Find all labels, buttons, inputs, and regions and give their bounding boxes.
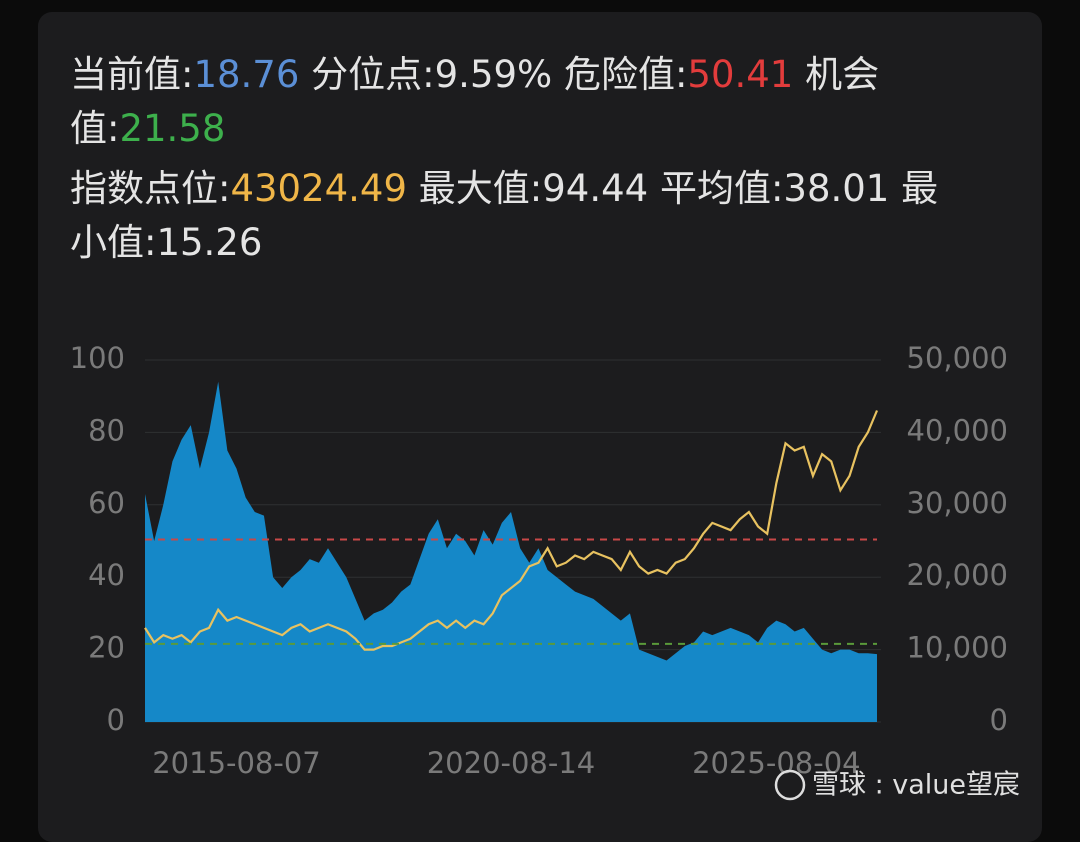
y2-tick-label: 40,000	[907, 413, 1008, 447]
info-value: 38.01	[783, 167, 890, 210]
info-value: 15.26	[156, 221, 263, 264]
info-label: 指数点位:	[70, 167, 231, 210]
y2-tick-label: 30,000	[907, 486, 1008, 520]
chart: 0 20 40 60 80 100 0 10,000 20,000 30,000 40,000 50,…	[70, 341, 1020, 801]
y-tick-label: 20	[88, 631, 125, 665]
info-value: 18.76	[193, 53, 300, 96]
y-tick-label: 40	[88, 558, 125, 592]
y2-tick-label: 10,000	[907, 631, 1008, 665]
info-label: 分位点:	[311, 53, 435, 96]
info-value: 43024.49	[230, 167, 408, 210]
info-label: 平均值:	[659, 167, 784, 210]
info-label: 最大值:	[418, 167, 543, 210]
logo-icon	[774, 769, 806, 801]
info-row: 当前值:18.76 分位点:9.59% 危险值:50.41 机会值:21.58	[70, 48, 970, 156]
info-label: 机会值:	[70, 53, 880, 150]
header: 当前值:18.76 分位点:9.59% 危险值:50.41 机会值:21.58 指…	[70, 48, 970, 276]
x-tick-label: 2015-08-07	[152, 746, 321, 780]
info-label: 当前值:	[70, 53, 194, 96]
info-label: 危险值:	[563, 53, 688, 96]
info-value: 9.59%	[434, 53, 553, 96]
info-value: 94.44	[542, 167, 649, 210]
y-tick-label: 100	[70, 341, 125, 375]
y-tick-label: 80	[88, 413, 125, 447]
x-tick-label: 2025-08-04	[692, 746, 861, 780]
y2-tick-label: 20,000	[907, 558, 1008, 592]
pe-area	[145, 381, 877, 722]
info-value: 50.41	[687, 53, 794, 96]
y-tick-label: 60	[88, 486, 125, 520]
info-value: 21.58	[119, 107, 226, 150]
y-tick-label: 0	[107, 703, 125, 737]
info-row: 指数点位:43024.49 最大值:94.44 平均值:38.01 最小值:15…	[70, 162, 970, 270]
x-tick-label: 2020-08-14	[427, 746, 596, 780]
index-line	[144, 410, 879, 651]
watermark: 雪球 : value望宸	[812, 770, 1020, 801]
page: 当前值:18.76 分位点:9.59% 危险值:50.41 机会值:21.58 指…	[38, 12, 1042, 842]
y2-tick-label: 50,000	[907, 341, 1008, 375]
y2-tick-label: 0	[990, 703, 1008, 737]
info-label: 最小值:	[70, 167, 939, 264]
